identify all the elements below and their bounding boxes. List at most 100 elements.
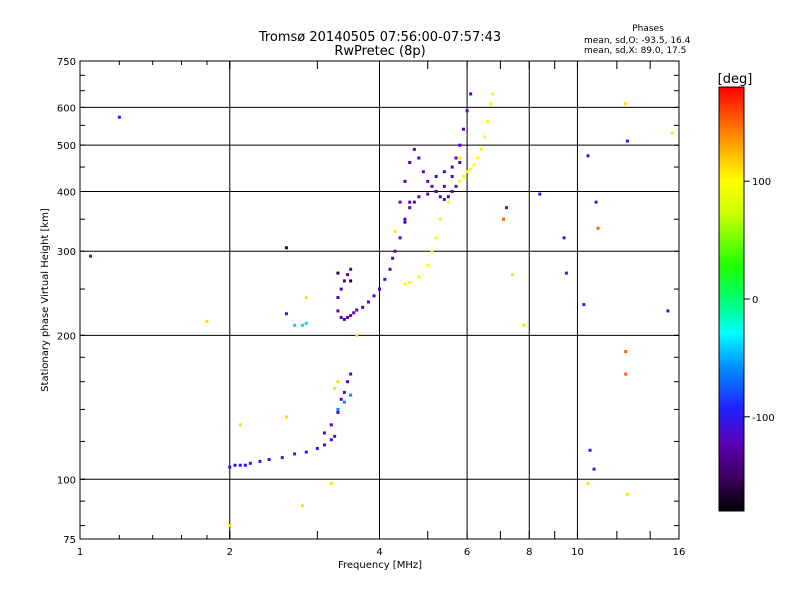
data-point-10-0 — [336, 407, 340, 411]
data-point-2-17 — [408, 200, 412, 204]
x-tick-label-6: 16 — [673, 547, 686, 558]
chart-subtitle: RwPretec (8p) — [334, 44, 425, 59]
data-point-4-5 — [421, 170, 425, 174]
data-point-9-0 — [293, 323, 297, 327]
data-point-1-2 — [336, 410, 340, 414]
data-point-12-6 — [329, 481, 333, 485]
data-point-8-9 — [491, 92, 495, 96]
data-point-4-3 — [412, 147, 416, 151]
data-point-0-4 — [248, 461, 252, 465]
data-point-10-1 — [342, 400, 346, 404]
data-point-13-1 — [596, 226, 600, 230]
data-point-14-2 — [284, 312, 288, 316]
data-point-0-7 — [280, 456, 284, 460]
data-point-2-6 — [355, 308, 359, 312]
data-point-14-5 — [562, 236, 566, 240]
data-point-8-8 — [489, 102, 493, 106]
data-point-2-11 — [383, 277, 387, 281]
y-tick-label-4: 400 — [57, 187, 76, 198]
data-point-5-7 — [450, 174, 454, 178]
x-tick-label-1: 2 — [227, 547, 233, 558]
data-point-2-5 — [352, 311, 356, 315]
data-point-4-0 — [398, 200, 402, 204]
data-point-2-4 — [349, 314, 353, 318]
data-point-6-1 — [442, 170, 446, 174]
data-point-6-3 — [454, 156, 458, 160]
data-point-14-10 — [592, 467, 596, 471]
data-point-2-10 — [378, 287, 381, 291]
data-point-0-11 — [322, 443, 326, 447]
data-point-14-9 — [588, 448, 592, 452]
data-point-12-8 — [336, 380, 340, 384]
data-point-2-7 — [361, 305, 365, 309]
data-point-7-7 — [446, 200, 450, 204]
data-point-14-7 — [582, 303, 586, 307]
data-points — [89, 92, 674, 528]
data-point-12-12 — [510, 273, 514, 277]
data-point-1-5 — [346, 380, 350, 384]
data-point-14-1 — [117, 115, 121, 119]
data-point-14-3 — [504, 206, 508, 210]
data-point-4-13 — [454, 184, 458, 188]
x-tick-label-5: 10 — [571, 547, 584, 558]
colorbar-label: [deg] — [718, 72, 753, 87]
data-point-14-0 — [89, 254, 93, 258]
data-point-12-17 — [670, 131, 674, 135]
data-point-0-13 — [333, 434, 337, 438]
data-point-14-4 — [538, 192, 542, 196]
data-point-11-1 — [336, 271, 340, 275]
data-point-2-14 — [393, 249, 397, 253]
data-point-6-7 — [469, 92, 473, 96]
data-point-1-1 — [329, 423, 333, 427]
data-point-3-4 — [349, 267, 353, 271]
data-point-8-2 — [469, 167, 473, 171]
colorbar — [718, 86, 745, 512]
stats-o-line: mean, sd,O: -93.5, 16.4 — [584, 36, 691, 46]
data-point-0-6 — [267, 457, 271, 461]
data-point-5-3 — [417, 195, 421, 199]
x-tick-label-2: 4 — [376, 547, 382, 558]
data-point-0-12 — [329, 438, 333, 442]
data-point-4-11 — [446, 195, 450, 199]
data-point-7-0 — [403, 282, 407, 286]
colorbar-ticks: 100 0 -100 — [744, 177, 775, 424]
data-point-7-4 — [430, 249, 434, 253]
data-point-4-4 — [417, 156, 421, 160]
data-point-7-3 — [426, 264, 430, 268]
data-point-4-10 — [442, 197, 446, 201]
data-point-0-3 — [243, 463, 247, 467]
data-point-4-1 — [403, 179, 407, 183]
data-point-12-9 — [355, 333, 359, 337]
data-point-3-1 — [339, 287, 343, 291]
y-tick-label-3: 300 — [57, 247, 76, 258]
y-axis-label: Stationary phase Virtual Height [km] — [40, 208, 51, 392]
data-point-10-2 — [349, 393, 353, 397]
data-point-7-6 — [438, 217, 442, 221]
data-point-14-12 — [625, 139, 629, 143]
data-point-0-2 — [238, 463, 242, 467]
data-point-13-2 — [624, 350, 628, 354]
data-point-12-16 — [625, 492, 629, 496]
data-point-2-1 — [339, 315, 343, 319]
data-point-8-0 — [461, 174, 465, 178]
stats-heading: Phases — [632, 24, 664, 34]
y-tick-label-1: 100 — [57, 475, 76, 486]
data-point-13-3 — [624, 372, 628, 376]
y-tick-label-2: 200 — [57, 331, 76, 342]
data-point-12-1 — [228, 524, 232, 528]
data-point-1-4 — [342, 390, 346, 394]
data-point-5-4 — [426, 192, 430, 196]
data-point-13-0 — [501, 217, 505, 221]
data-point-6-5 — [461, 127, 465, 131]
data-point-7-1 — [408, 281, 412, 285]
data-point-5-2 — [412, 200, 416, 204]
data-point-4-12 — [450, 189, 454, 193]
data-point-4-2 — [408, 160, 412, 164]
data-point-1-6 — [349, 372, 353, 376]
data-point-12-10 — [393, 229, 397, 233]
data-point-2-13 — [391, 256, 395, 260]
data-point-0-0 — [228, 465, 232, 469]
data-point-12-13 — [522, 323, 526, 327]
data-point-11-2 — [349, 279, 353, 283]
